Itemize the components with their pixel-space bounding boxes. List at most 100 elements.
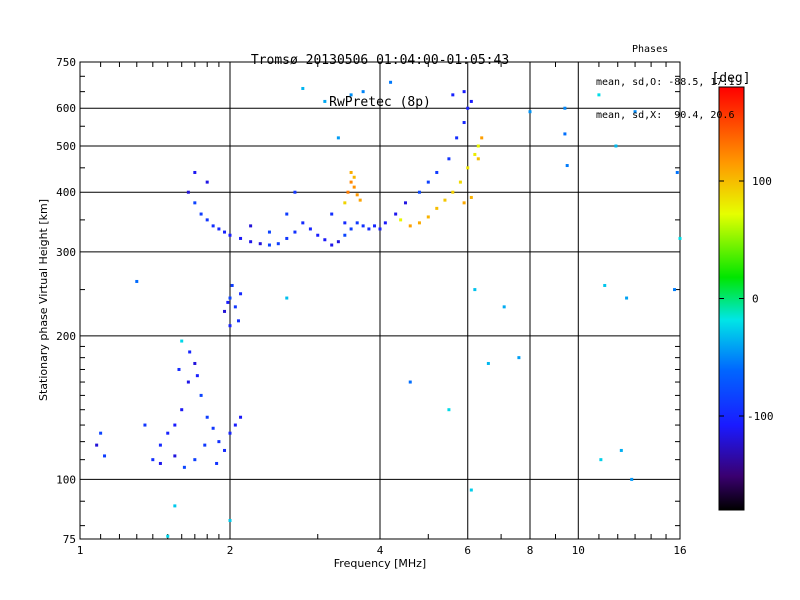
y-tick-label: 200 <box>56 330 76 343</box>
data-point <box>211 426 215 430</box>
data-point <box>233 423 237 427</box>
data-point <box>285 212 289 216</box>
data-point <box>352 185 356 189</box>
data-point <box>301 86 305 90</box>
y-tick-label: 600 <box>56 102 76 115</box>
phase-stats-o: mean, sd,O: -88.5, 17.1 <box>596 77 735 88</box>
grid-lines <box>80 62 680 539</box>
data-point <box>462 201 466 205</box>
data-point <box>435 206 439 210</box>
data-point <box>426 180 430 184</box>
data-point <box>336 240 340 244</box>
data-point <box>193 361 197 365</box>
data-point <box>143 423 147 427</box>
data-point <box>403 201 407 205</box>
data-point <box>199 393 203 397</box>
data-point <box>462 90 466 94</box>
data-point <box>228 296 232 300</box>
data-point <box>233 305 237 309</box>
colorbar-label: [deg] <box>711 71 750 86</box>
data-point <box>373 224 377 228</box>
data-point <box>166 534 170 538</box>
data-point <box>301 221 305 225</box>
scatter-points <box>95 80 682 538</box>
data-point <box>193 458 197 462</box>
data-point <box>323 238 327 242</box>
data-point <box>173 423 177 427</box>
data-point <box>188 350 192 354</box>
colorbar-tick-label: 0 <box>752 293 759 306</box>
data-point <box>476 157 480 161</box>
data-point <box>673 288 677 292</box>
data-point <box>177 367 181 371</box>
data-point <box>447 157 451 161</box>
data-point <box>599 458 603 462</box>
data-point <box>223 230 227 234</box>
data-point <box>186 380 190 384</box>
data-point <box>228 324 232 328</box>
phase-stats-header: Phases <box>632 44 669 55</box>
x-axis-label: Frequency [MHz] <box>334 557 426 570</box>
data-point <box>308 227 312 231</box>
data-point <box>135 279 139 283</box>
phase-stats: Phases mean, sd,O: -88.5, 17.1 mean, sd,… <box>596 22 796 132</box>
data-point <box>367 227 371 231</box>
data-point <box>355 193 359 197</box>
data-point <box>349 93 353 97</box>
data-point <box>182 465 186 469</box>
data-point <box>228 519 232 523</box>
data-point <box>417 190 421 194</box>
colorbar-ticks: 100 0 -100 <box>719 175 774 423</box>
data-point <box>173 504 177 508</box>
data-point <box>217 227 221 231</box>
data-point <box>625 296 629 300</box>
data-point <box>455 136 459 140</box>
data-point <box>239 236 243 240</box>
data-point <box>476 144 480 148</box>
data-point <box>603 283 607 287</box>
data-point <box>675 170 679 174</box>
y-tick-label: 400 <box>56 186 76 199</box>
data-point <box>323 99 327 103</box>
data-point <box>166 431 170 435</box>
data-point <box>389 80 393 84</box>
data-point <box>199 212 203 216</box>
data-point <box>267 230 271 234</box>
data-point <box>346 190 350 194</box>
data-point <box>466 166 470 170</box>
data-point <box>239 292 243 296</box>
data-point <box>349 227 353 231</box>
data-point <box>361 224 365 228</box>
data-point <box>349 180 353 184</box>
data-point <box>103 454 107 458</box>
data-point <box>293 190 297 194</box>
data-point <box>678 236 682 240</box>
data-point <box>502 305 506 309</box>
data-point <box>417 221 421 225</box>
y-tick-label: 750 <box>56 56 76 69</box>
data-point <box>205 415 209 419</box>
data-point <box>158 443 162 447</box>
data-point <box>343 233 347 237</box>
chart-subtitle: RwPretec (8p) <box>329 95 431 110</box>
data-point <box>451 93 455 97</box>
data-point <box>469 99 473 103</box>
data-point <box>408 380 412 384</box>
data-point <box>447 408 451 412</box>
data-point <box>565 164 569 168</box>
data-point <box>528 110 532 114</box>
data-point <box>486 361 490 365</box>
y-axis-label: Stationary phase Virtual Height [km] <box>37 199 50 401</box>
data-point <box>355 221 359 225</box>
data-point <box>563 106 567 110</box>
x-tick-label: 1 <box>77 544 84 557</box>
data-point <box>205 180 209 184</box>
data-point <box>211 224 215 228</box>
data-point <box>249 240 253 244</box>
x-tick-label: 16 <box>673 544 686 557</box>
x-tick-label: 6 <box>464 544 471 557</box>
data-point <box>151 458 155 462</box>
data-point <box>285 236 289 240</box>
y-tick-label: 75 <box>63 533 76 546</box>
y-tick-label: 500 <box>56 140 76 153</box>
